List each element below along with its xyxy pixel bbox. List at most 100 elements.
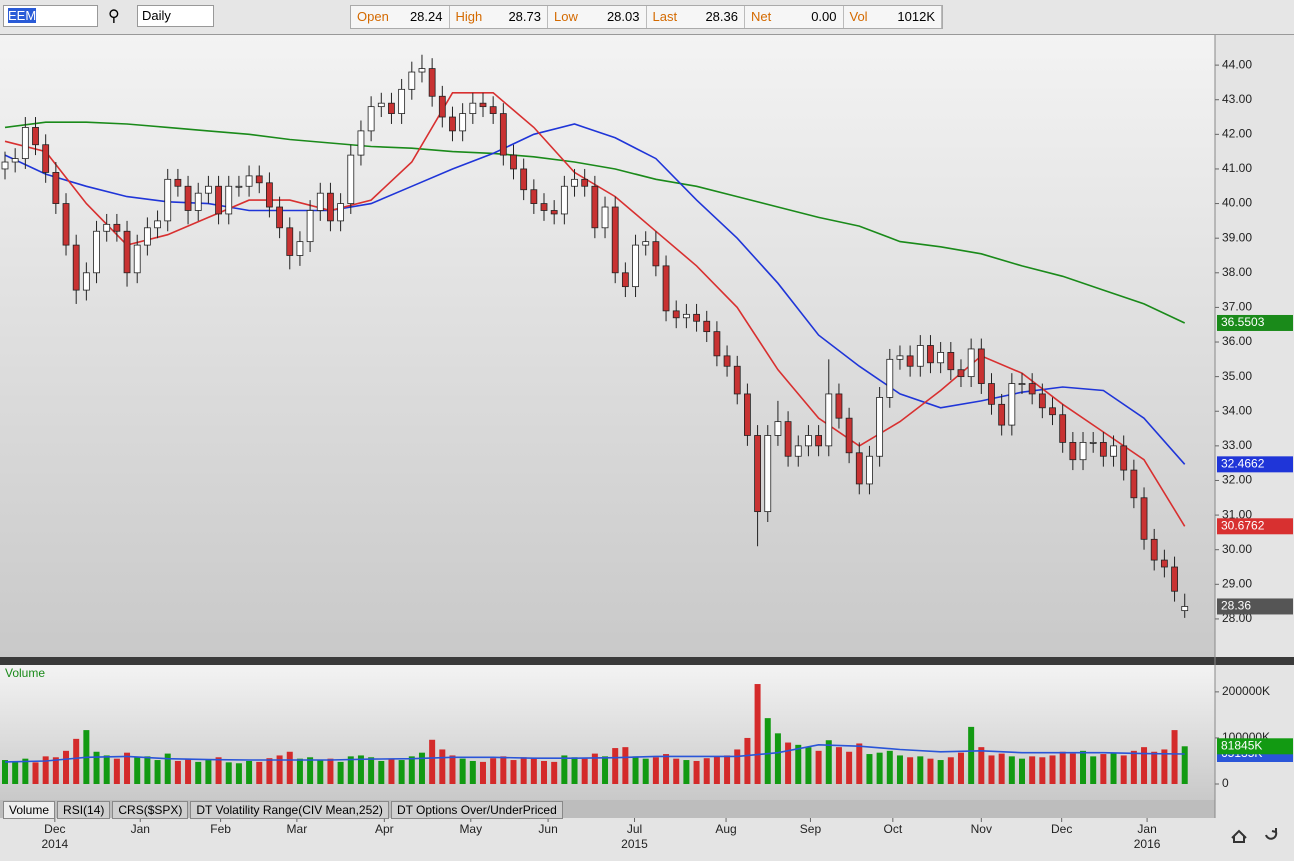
candle-body <box>306 210 314 243</box>
candle-body <box>805 435 812 447</box>
interval-select[interactable]: Daily <box>137 5 214 27</box>
y-tick-label: 36.00 <box>1222 334 1252 348</box>
volume-bar <box>479 761 486 784</box>
candle-body <box>489 106 497 114</box>
volume-bar <box>998 753 1005 784</box>
candle-body <box>672 310 680 319</box>
candle-body <box>794 445 802 457</box>
volume-bar <box>154 760 161 784</box>
volume-bar <box>286 751 293 784</box>
candle-body <box>886 358 894 398</box>
volume-bar <box>1049 755 1056 784</box>
volume-bar <box>551 761 558 784</box>
volume-bar <box>591 753 598 784</box>
volume-bar <box>276 755 283 784</box>
volume-bar <box>2 760 8 784</box>
candle-body <box>133 244 141 274</box>
candle-body <box>977 348 985 384</box>
x-tick-label: Dec <box>1051 822 1072 836</box>
candle-body <box>927 345 934 364</box>
candle-body <box>327 192 334 222</box>
tab[interactable]: RSI(14) <box>57 801 111 819</box>
field-label: Low <box>554 9 578 24</box>
volume-bar <box>52 757 59 784</box>
search-icon[interactable]: ⚲ <box>108 8 120 25</box>
volume-bar <box>296 758 303 784</box>
y-tick-label: 44.00 <box>1222 57 1252 71</box>
volume-bar <box>622 747 629 784</box>
x-tick-label: Jun <box>538 822 557 836</box>
candle-body <box>225 185 233 215</box>
x-tick-label: Jul <box>627 822 642 836</box>
volume-bar <box>1151 751 1158 784</box>
toolbar: EEM ⚲ Daily Open 28.24 High 28.73 Low 28.03 La… <box>0 0 1294 35</box>
volume-bar <box>1080 750 1087 784</box>
y-tick-label: 30.00 <box>1222 542 1252 556</box>
y-tick-label: 34.00 <box>1222 403 1252 417</box>
volume-bar <box>1110 752 1117 784</box>
last-price-label: 28.36 <box>1221 599 1251 613</box>
candle-body <box>1171 566 1178 592</box>
candle-body <box>428 68 436 97</box>
candle-body <box>601 206 609 229</box>
volume-bar <box>459 758 466 784</box>
candle-body <box>215 185 222 215</box>
y-tick-label: 38.00 <box>1222 265 1252 279</box>
volume-bar <box>764 718 771 784</box>
candle-body <box>1008 383 1016 426</box>
volume-bar <box>225 762 232 784</box>
candle-body <box>825 393 833 447</box>
tab[interactable]: Volume <box>3 801 56 819</box>
volume-bar <box>805 747 812 784</box>
candle-body <box>266 182 273 208</box>
volume-bar <box>235 763 242 784</box>
candle-body <box>855 452 863 485</box>
volume-bar <box>347 756 354 784</box>
quote-fields: Open 28.24 High 28.73 Low 28.03 Last 28.36 Net 0.… <box>350 5 943 29</box>
candle-body <box>703 320 711 333</box>
candle-body <box>876 397 884 457</box>
volume-bar <box>774 733 781 784</box>
volume-bar <box>408 756 415 784</box>
volume-bar <box>520 757 527 784</box>
x-tick-label: Apr <box>375 822 394 836</box>
candle-body <box>611 206 619 274</box>
volume-bar <box>673 758 680 784</box>
volume-bar <box>449 755 456 784</box>
candle-body <box>377 102 385 108</box>
volume-bar <box>12 761 19 784</box>
y-tick-label: 42.00 <box>1222 127 1252 141</box>
last-value-label-box <box>1217 456 1293 473</box>
candle-body <box>204 185 212 194</box>
candle-body <box>1160 559 1168 568</box>
volume-bar <box>63 750 70 784</box>
candle-body <box>550 210 558 215</box>
candle-body <box>744 393 751 436</box>
candle-body <box>723 355 731 367</box>
tab[interactable]: CRS($SPX) <box>112 801 189 819</box>
volume-bar <box>876 752 883 784</box>
candle-body <box>957 369 965 378</box>
x-tick-label: Aug <box>715 822 736 836</box>
tab[interactable]: DT Options Over/UnderPriced <box>390 801 563 819</box>
x-tick-label: May <box>459 822 482 836</box>
last-value-label: 36.5503 <box>1221 315 1265 329</box>
quote-field: Last 28.36 <box>647 6 745 28</box>
candle-body <box>866 455 873 485</box>
y-tick-label: 39.00 <box>1222 230 1252 244</box>
symbol-input[interactable]: EEM <box>3 5 98 27</box>
volume-bar <box>947 757 954 784</box>
volume-bar <box>978 747 985 784</box>
price-pane <box>0 35 1215 657</box>
candle-body <box>337 203 345 222</box>
volume-bar <box>42 756 49 784</box>
y-tick-label: 33.00 <box>1222 438 1252 452</box>
candle-body <box>1059 414 1067 443</box>
nav-icons[interactable] <box>1231 828 1278 843</box>
candle-body <box>560 185 568 215</box>
tab[interactable]: DT Volatility Range(CIV Mean,252) <box>190 801 389 819</box>
x-year-label: 2015 <box>621 837 648 851</box>
volume-bar <box>22 758 29 784</box>
volume-bar <box>1029 756 1036 784</box>
candle-body <box>255 175 263 184</box>
